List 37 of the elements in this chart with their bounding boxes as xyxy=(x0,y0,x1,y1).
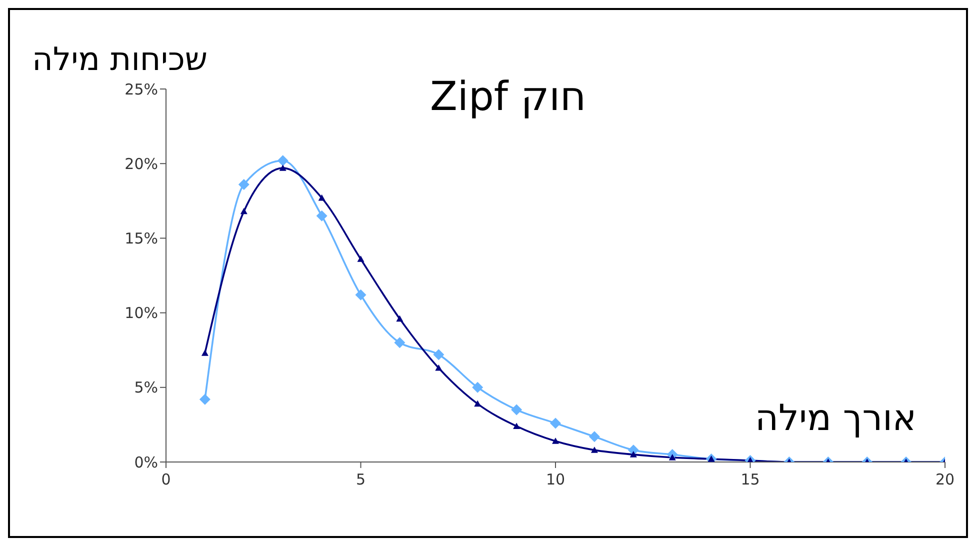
point xyxy=(277,155,288,166)
y-tick-label: 0% xyxy=(134,453,158,472)
point xyxy=(511,404,522,416)
x-tick-label: 10 xyxy=(546,470,566,489)
x-tick-label: 5 xyxy=(356,470,366,489)
point xyxy=(318,194,326,201)
point xyxy=(240,208,248,214)
x-tick-label: 0 xyxy=(161,470,171,489)
point xyxy=(474,400,482,407)
point xyxy=(355,289,366,300)
point xyxy=(552,438,559,444)
x-tick-label: 15 xyxy=(740,470,760,489)
point xyxy=(590,446,598,453)
point xyxy=(513,422,520,429)
point xyxy=(396,315,404,322)
x-axis-title: אורך מילה xyxy=(755,398,916,439)
point xyxy=(394,337,406,348)
x-tick-label: 20 xyxy=(935,470,955,489)
y-tick-label: 20% xyxy=(124,154,158,173)
y-tick-label: 25% xyxy=(124,80,158,98)
point xyxy=(435,364,442,371)
y-tick-label: 15% xyxy=(124,230,158,248)
chart-title: חוק Zipf xyxy=(430,74,586,120)
y-tick-label: 10% xyxy=(124,304,158,322)
point xyxy=(238,178,250,190)
point xyxy=(472,382,484,393)
point xyxy=(201,350,208,356)
point xyxy=(357,256,364,262)
y-axis-title: שכיחות מילה xyxy=(32,40,208,78)
point xyxy=(630,451,637,458)
point xyxy=(433,349,444,360)
y-tick-label: 5% xyxy=(134,378,158,397)
point xyxy=(199,394,210,405)
point xyxy=(588,431,600,442)
point xyxy=(316,210,328,222)
point xyxy=(279,164,286,171)
point xyxy=(550,418,561,429)
